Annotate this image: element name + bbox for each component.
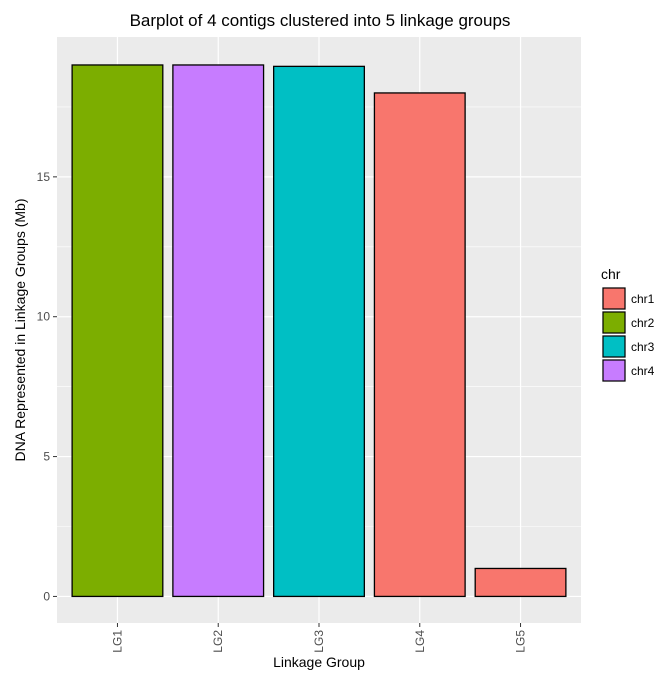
- bar-lg3: [273, 65, 365, 598]
- y-axis-title: DNA Represented in Linkage Groups (Mb): [12, 198, 28, 461]
- legend-swatch-chr2: [602, 311, 626, 334]
- x-tick-label: LG5: [514, 630, 528, 653]
- bar-lg4: [373, 92, 466, 598]
- y-tick-label: 5: [43, 450, 50, 464]
- chart-title: Barplot of 4 contigs clustered into 5 li…: [130, 11, 511, 30]
- bars: [71, 64, 567, 598]
- legend: chr chr1 chr2 chr3 chr4: [601, 266, 655, 382]
- x-axis: LG1 LG2 LG3 LG4 LG5: [110, 623, 528, 653]
- y-axis: 0 5 10 15: [37, 170, 57, 603]
- x-tick-label: LG1: [110, 630, 124, 653]
- legend-label-chr4: chr4: [631, 364, 655, 378]
- legend-swatch-chr1: [602, 287, 626, 310]
- bar-lg2: [172, 64, 265, 598]
- y-tick-label: 15: [37, 170, 51, 184]
- x-axis-title: Linkage Group: [273, 654, 365, 670]
- legend-title: chr: [601, 266, 621, 282]
- x-tick-label: LG2: [211, 630, 225, 653]
- x-tick-label: LG4: [413, 630, 427, 653]
- legend-label-chr2: chr2: [631, 316, 655, 330]
- legend-label-chr1: chr1: [631, 292, 655, 306]
- legend-swatch-chr4: [602, 359, 626, 382]
- y-tick-label: 0: [43, 589, 50, 603]
- x-tick-label: LG3: [312, 630, 326, 653]
- legend-label-chr3: chr3: [631, 340, 655, 354]
- bar-lg5: [474, 567, 567, 598]
- y-tick-label: 10: [37, 310, 51, 324]
- bar-lg1: [71, 64, 164, 598]
- legend-swatch-chr3: [602, 335, 626, 358]
